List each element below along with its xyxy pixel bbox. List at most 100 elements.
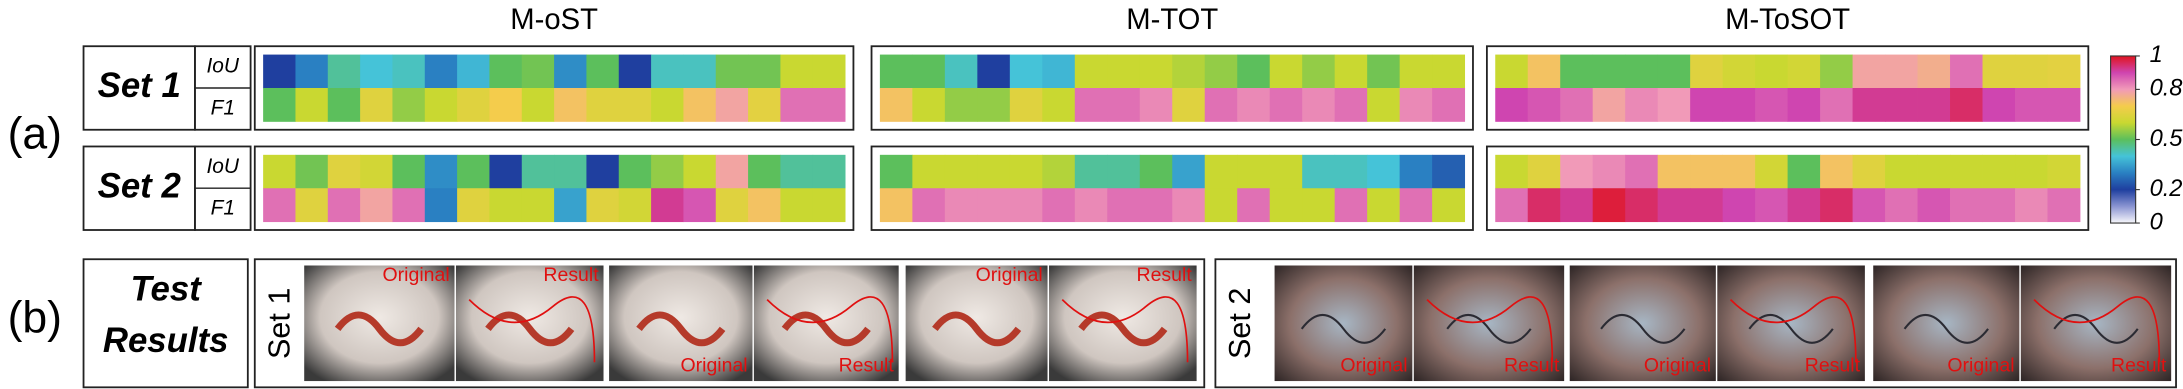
heatmap-cell (1917, 87, 1951, 122)
heatmap-cell (392, 154, 426, 189)
heatmap-cell (489, 154, 523, 189)
heatmap-cell (1139, 54, 1173, 89)
heatmap-cell (1527, 154, 1561, 189)
heatmap-cell (1527, 54, 1561, 89)
heatmap-cell (1432, 154, 1466, 189)
heatmap-cell (1139, 188, 1173, 223)
heatmap-cell (360, 154, 393, 189)
heatmap-cell (944, 154, 978, 189)
suture (932, 311, 1022, 347)
heatmap-cell (1399, 188, 1433, 223)
set-label: Set 1 (98, 66, 181, 105)
heatmap-cell (812, 154, 846, 189)
heatmap-cell (1204, 54, 1238, 89)
heatmap-cell (1560, 54, 1594, 89)
heatmap-cell (1657, 87, 1691, 122)
heatmap-cell (1237, 54, 1271, 89)
heatmap-cell (879, 54, 913, 89)
suture (1600, 313, 1686, 344)
heatmap-cell (392, 87, 426, 122)
heatmap-cell (1787, 154, 1821, 189)
heatmap-cell (489, 54, 523, 89)
heatmap-cell (2047, 188, 2081, 223)
heatmap-cell (1755, 87, 1789, 122)
heatmap-cell (554, 54, 587, 89)
heatmap-cell (1107, 87, 1141, 122)
heatmap-cell (2015, 188, 2048, 223)
heatmap-cell (977, 188, 1011, 223)
heatmap-cell (1269, 87, 1303, 122)
heatmap-cell (295, 87, 329, 122)
heatmap-cell (1269, 154, 1303, 189)
heatmap-cell (1755, 154, 1789, 189)
heatmap-box (870, 45, 1474, 131)
heatmap-cell (715, 154, 749, 189)
heatmap-cell (748, 188, 781, 223)
image-label: Result (1805, 355, 1861, 377)
heatmap-cell (2047, 54, 2081, 89)
heatmap-cell (1625, 87, 1659, 122)
image-label: Result (839, 355, 895, 377)
heatmap-cell (879, 87, 913, 122)
heatmap-cell (683, 154, 717, 189)
heatmap-cell (263, 188, 296, 223)
suture (1748, 313, 1834, 344)
heatmap-cell (912, 87, 946, 122)
heatmap-cell (1367, 154, 1401, 189)
heatmap-cell (295, 54, 329, 89)
heatmap-cell (1917, 154, 1951, 189)
suture (1903, 313, 1989, 344)
heatmap-cell (360, 87, 393, 122)
heatmap-cell (1107, 154, 1141, 189)
set2-results-box (1214, 258, 2177, 389)
heatmap-cell (879, 154, 913, 189)
heatmap-cell (457, 154, 490, 189)
heatmap-box (1485, 145, 2090, 231)
heatmap-cell (748, 87, 781, 122)
test-results-title: Test (131, 269, 203, 308)
results-set-label: Set 1 (262, 288, 296, 359)
heatmap-cell (1399, 87, 1433, 122)
image-label: Original (1947, 355, 2014, 377)
heatmap-cell (1852, 87, 1886, 122)
heatmap-cell (1950, 154, 1983, 189)
panel-label: (b) (8, 293, 62, 342)
heatmap-cell (1820, 154, 1853, 189)
heatmap-cell (1592, 87, 1626, 122)
heatmap-cell (1852, 154, 1886, 189)
result-overlay (1729, 296, 1857, 363)
heatmap-cell (812, 188, 846, 223)
heatmap-cell (977, 87, 1011, 122)
heatmap-cell (1982, 87, 2016, 122)
heatmap-cell (1722, 54, 1756, 89)
colorbar-tick-label: 0.2 (2150, 176, 2183, 202)
heatmap-cell (1722, 87, 1756, 122)
heatmap-cell (1527, 188, 1561, 223)
heatmap-cell (1820, 188, 1853, 223)
heatmap-cell (1204, 87, 1238, 122)
heatmap-cell (1592, 188, 1626, 223)
heatmap-cell (457, 54, 490, 89)
heatmap-cell (1625, 154, 1659, 189)
heatmap-cell (1885, 87, 1918, 122)
heatmap-cell (1302, 54, 1336, 89)
heatmap-cell (586, 154, 620, 189)
image-label: Result (543, 264, 599, 286)
heatmap-cell (1722, 154, 1756, 189)
results-set-label: Set 2 (1223, 288, 1257, 359)
image-label: Result (1504, 355, 1560, 377)
heatmap-cell (360, 54, 393, 89)
result-overlay (468, 296, 596, 363)
suture (1078, 311, 1168, 347)
heatmap-cell (1495, 188, 1529, 223)
heatmap-cell (424, 54, 458, 89)
heatmap-cell (1204, 188, 1238, 223)
heatmap-cell (1495, 54, 1529, 89)
heatmap-cell (1787, 87, 1821, 122)
set1-results-box (253, 258, 1206, 389)
heatmap-cell (1982, 188, 2016, 223)
heatmap-cell (1237, 188, 1271, 223)
heatmap-cell (1074, 154, 1108, 189)
result-image (1871, 264, 2021, 383)
